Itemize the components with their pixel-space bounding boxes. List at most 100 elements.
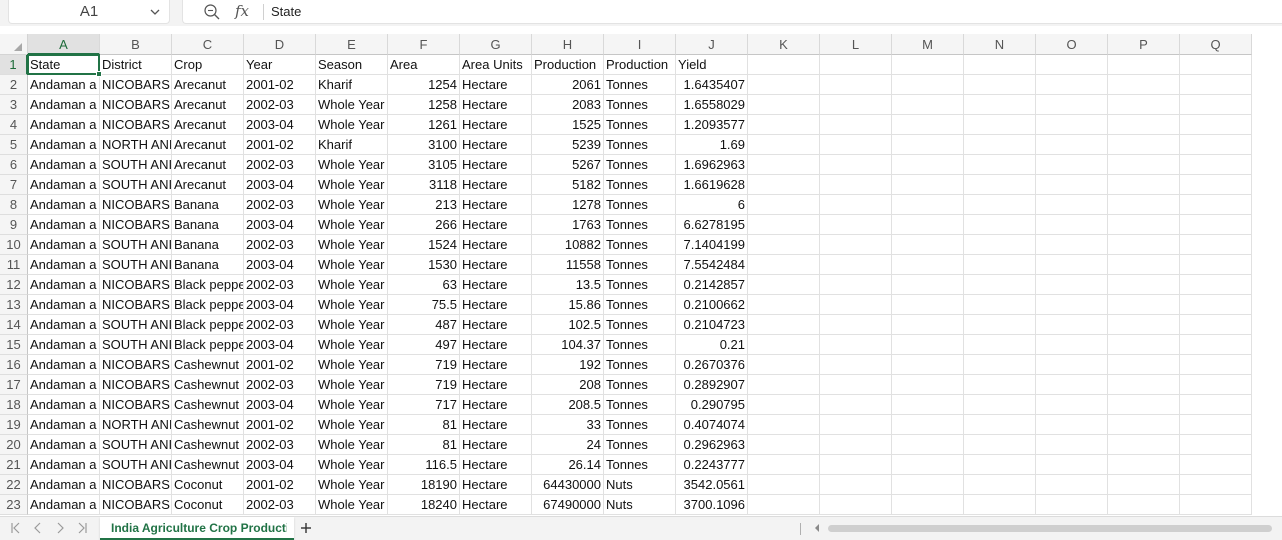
- table-cell[interactable]: [1036, 155, 1108, 175]
- table-cell[interactable]: NICOBARS: [100, 395, 172, 415]
- table-cell[interactable]: [964, 415, 1036, 435]
- row-header-14[interactable]: 14: [0, 315, 28, 335]
- table-cell[interactable]: 719: [388, 355, 460, 375]
- table-cell[interactable]: 6: [676, 195, 748, 215]
- table-cell[interactable]: Banana: [172, 255, 244, 275]
- table-cell[interactable]: [1036, 455, 1108, 475]
- table-cell[interactable]: SOUTH ANI: [100, 155, 172, 175]
- table-cell[interactable]: [892, 275, 964, 295]
- table-cell[interactable]: Tonnes: [604, 255, 676, 275]
- table-cell[interactable]: [820, 255, 892, 275]
- table-cell[interactable]: [964, 255, 1036, 275]
- table-cell[interactable]: Whole Year: [316, 215, 388, 235]
- table-cell[interactable]: [820, 475, 892, 495]
- table-cell[interactable]: 0.2142857: [676, 275, 748, 295]
- table-cell[interactable]: [892, 435, 964, 455]
- table-cell[interactable]: [820, 75, 892, 95]
- table-cell[interactable]: [964, 175, 1036, 195]
- table-cell[interactable]: Tonnes: [604, 195, 676, 215]
- row-header-19[interactable]: 19: [0, 415, 28, 435]
- table-cell[interactable]: [964, 475, 1036, 495]
- table-cell[interactable]: NORTH ANI: [100, 135, 172, 155]
- table-cell[interactable]: 1254: [388, 75, 460, 95]
- table-cell[interactable]: 2002-03: [244, 235, 316, 255]
- table-cell[interactable]: Tonnes: [604, 315, 676, 335]
- table-cell[interactable]: Hectare: [460, 315, 532, 335]
- table-cell[interactable]: [892, 475, 964, 495]
- table-cell[interactable]: [1180, 195, 1252, 215]
- prev-sheet-icon[interactable]: [30, 520, 46, 536]
- table-cell[interactable]: Tonnes: [604, 415, 676, 435]
- table-cell[interactable]: NICOBARS: [100, 375, 172, 395]
- table-cell[interactable]: [748, 255, 820, 275]
- table-cell[interactable]: Andaman a: [28, 315, 100, 335]
- table-cell[interactable]: 81: [388, 415, 460, 435]
- table-cell[interactable]: Andaman a: [28, 255, 100, 275]
- column-header-p[interactable]: P: [1108, 34, 1180, 55]
- table-cell[interactable]: 2002-03: [244, 275, 316, 295]
- table-cell[interactable]: [1180, 255, 1252, 275]
- table-cell[interactable]: [748, 235, 820, 255]
- table-cell[interactable]: NICOBARS: [100, 195, 172, 215]
- column-header-g[interactable]: G: [460, 34, 532, 55]
- table-cell[interactable]: [964, 375, 1036, 395]
- table-cell[interactable]: [820, 295, 892, 315]
- table-cell[interactable]: Hectare: [460, 435, 532, 455]
- table-cell[interactable]: [1180, 115, 1252, 135]
- row-header-10[interactable]: 10: [0, 235, 28, 255]
- header-cell[interactable]: Year: [244, 55, 316, 75]
- table-cell[interactable]: NICOBARS: [100, 475, 172, 495]
- table-cell[interactable]: 1530: [388, 255, 460, 275]
- table-cell[interactable]: [892, 135, 964, 155]
- header-cell[interactable]: District: [100, 55, 172, 75]
- table-cell[interactable]: [1180, 375, 1252, 395]
- row-header-2[interactable]: 2: [0, 75, 28, 95]
- table-cell[interactable]: [820, 155, 892, 175]
- table-cell[interactable]: 2003-04: [244, 395, 316, 415]
- column-header-q[interactable]: Q: [1180, 34, 1252, 55]
- table-cell[interactable]: 2003-04: [244, 455, 316, 475]
- table-cell[interactable]: Hectare: [460, 335, 532, 355]
- table-cell[interactable]: [964, 395, 1036, 415]
- table-cell[interactable]: Whole Year: [316, 375, 388, 395]
- table-cell[interactable]: Hectare: [460, 275, 532, 295]
- table-cell[interactable]: [1180, 215, 1252, 235]
- table-cell[interactable]: [1108, 95, 1180, 115]
- table-cell[interactable]: 1.69: [676, 135, 748, 155]
- table-cell[interactable]: Hectare: [460, 155, 532, 175]
- table-cell[interactable]: Andaman a: [28, 395, 100, 415]
- table-cell[interactable]: [1180, 355, 1252, 375]
- table-cell[interactable]: 1.2093577: [676, 115, 748, 135]
- table-cell[interactable]: [1180, 495, 1252, 515]
- table-cell[interactable]: 0.2100662: [676, 295, 748, 315]
- table-cell[interactable]: [820, 275, 892, 295]
- table-cell[interactable]: 1525: [532, 115, 604, 135]
- table-cell[interactable]: 3542.0561: [676, 475, 748, 495]
- table-cell[interactable]: Whole Year: [316, 235, 388, 255]
- table-cell[interactable]: Andaman a: [28, 175, 100, 195]
- table-cell[interactable]: Andaman a: [28, 295, 100, 315]
- table-cell[interactable]: 5239: [532, 135, 604, 155]
- table-cell[interactable]: Tonnes: [604, 215, 676, 235]
- table-cell[interactable]: [1180, 475, 1252, 495]
- table-cell[interactable]: [1108, 395, 1180, 415]
- table-cell[interactable]: [748, 275, 820, 295]
- table-cell[interactable]: 18240: [388, 495, 460, 515]
- table-cell[interactable]: [1036, 195, 1108, 215]
- column-header-d[interactable]: D: [244, 34, 316, 55]
- zoom-magnifier-icon[interactable]: [203, 3, 221, 21]
- table-cell[interactable]: [964, 495, 1036, 515]
- table-cell[interactable]: 2001-02: [244, 75, 316, 95]
- table-cell[interactable]: Tonnes: [604, 335, 676, 355]
- table-cell[interactable]: [748, 75, 820, 95]
- table-cell[interactable]: [1108, 215, 1180, 235]
- table-cell[interactable]: [1108, 295, 1180, 315]
- table-cell[interactable]: 2003-04: [244, 335, 316, 355]
- table-cell[interactable]: NICOBARS: [100, 75, 172, 95]
- table-cell[interactable]: [892, 75, 964, 95]
- table-cell[interactable]: Banana: [172, 195, 244, 215]
- table-cell[interactable]: Coconut: [172, 475, 244, 495]
- table-cell[interactable]: 0.2670376: [676, 355, 748, 375]
- table-cell[interactable]: Cashewnut: [172, 355, 244, 375]
- row-header-7[interactable]: 7: [0, 175, 28, 195]
